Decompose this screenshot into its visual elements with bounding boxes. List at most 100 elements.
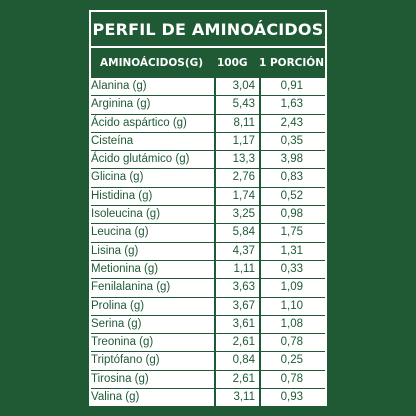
row-value-100g: 3,61 [232, 317, 255, 330]
column-divider [259, 206, 261, 224]
header-aminoacids: AMINOÁCIDOS(G) [100, 57, 204, 69]
column-divider [259, 169, 261, 187]
table-row: Prolina (g) 3,67 1,10 [91, 297, 325, 316]
header-per-100g: 100G [217, 57, 248, 69]
row-value-portion: 0,93 [280, 391, 303, 404]
row-name: Arginina (g) [91, 98, 151, 111]
column-divider [214, 370, 216, 389]
row-value-100g: 1,11 [233, 262, 255, 275]
table-row: Metionina (g) 1,11 0,33 [91, 260, 325, 280]
row-value-100g: 0,84 [232, 354, 255, 367]
row-name: Histidina (g) [91, 189, 153, 202]
table-row: Fenilalanina (g) 3,63 1,09 [91, 279, 325, 298]
column-divider [214, 279, 216, 297]
column-divider [259, 151, 261, 169]
column-divider [259, 297, 261, 315]
row-value-100g: 3,04 [232, 80, 255, 92]
column-divider [259, 187, 261, 206]
row-value-100g: 3,63 [232, 281, 255, 294]
column-divider [259, 334, 261, 352]
row-value-portion: 0,35 [280, 134, 303, 147]
row-name: Glicina (g) [91, 171, 144, 184]
table-row: Valina (g) 3,11 0,93 [91, 389, 325, 408]
row-value-portion: 1,75 [280, 226, 303, 239]
row-value-100g: 2,76 [232, 171, 255, 184]
row-name: Tirosina (g) [91, 372, 149, 385]
column-divider [214, 114, 216, 132]
row-name: Prolina (g) [91, 299, 145, 312]
column-divider [259, 78, 261, 96]
column-divider [214, 224, 216, 242]
column-divider [259, 242, 261, 260]
row-value-portion: 0,91 [280, 80, 303, 92]
table-row: Leucina (g) 5,84 1,75 [91, 224, 325, 243]
row-value-100g: 5,84 [232, 226, 255, 239]
row-name: Alanina (g) [91, 80, 147, 92]
row-name: Serina (g) [91, 317, 142, 330]
column-divider [214, 78, 216, 96]
row-value-100g: 1,74 [232, 189, 255, 202]
row-value-100g: 3,11 [233, 391, 255, 404]
row-value-100g: 13,3 [232, 153, 255, 166]
table-row: Tirosina (g) 2,61 0,78 [91, 370, 325, 390]
table-row: Alanina (g) 3,04 0,91 [91, 78, 325, 97]
table-row: Ácido aspártico (g) 8,11 2,43 [91, 114, 325, 133]
column-divider [259, 315, 261, 334]
row-value-100g: 2,61 [232, 336, 255, 349]
row-name: Valina (g) [91, 391, 140, 404]
row-value-portion: 0,98 [280, 208, 303, 221]
row-name: Leucina (g) [91, 226, 149, 239]
row-value-portion: 0,83 [280, 171, 303, 184]
row-name: Ácido aspártico (g) [91, 116, 187, 129]
row-name: Cisteína [91, 134, 134, 147]
column-divider [259, 114, 261, 132]
table-row: Ácido glutámico (g) 13,3 3,98 [91, 151, 325, 170]
column-divider [214, 187, 216, 206]
row-value-portion: 0,52 [280, 189, 303, 202]
row-value-portion: 1,31 [280, 244, 303, 257]
column-divider [259, 96, 261, 114]
row-value-100g: 8,11 [233, 116, 255, 129]
row-value-100g: 4,37 [232, 244, 255, 257]
table-row: Cisteína 1,17 0,35 [91, 132, 325, 152]
row-name: Ácido glutámico (g) [91, 153, 190, 166]
table-row: Triptófano (g) 0,84 0,25 [91, 352, 325, 371]
row-name: Metionina (g) [91, 262, 159, 275]
row-value-portion: 0,25 [280, 354, 303, 367]
table-row: Arginina (g) 5,43 1,63 [91, 96, 325, 115]
column-divider [214, 315, 216, 334]
column-divider [259, 132, 261, 151]
row-name: Treonina (g) [91, 336, 154, 349]
row-name: Isoleucina (g) [91, 208, 161, 221]
table-row: Serina (g) 3,61 1,08 [91, 315, 325, 335]
table-row: Histidina (g) 1,74 0,52 [91, 187, 325, 207]
column-divider [214, 260, 216, 279]
row-value-portion: 0,33 [280, 262, 303, 275]
column-divider [214, 96, 216, 114]
row-value-portion: 0,78 [280, 372, 303, 385]
row-value-100g: 3,67 [232, 299, 255, 312]
header-per-portion: 1 PORCIÓN [259, 57, 324, 69]
table-row: Lisina (g) 4,37 1,31 [91, 242, 325, 261]
amino-acid-table: Alanina (g) 3,04 0,91 Arginina (g) 5,43 1,63 Á… [91, 78, 325, 408]
amino-acid-card: PERFIL DE AMINOÁCIDOS AMINOÁCIDOS(G) 100… [89, 10, 327, 408]
column-divider [214, 389, 216, 407]
card-title: PERFIL DE AMINOÁCIDOS [92, 19, 324, 39]
column-divider [214, 297, 216, 315]
row-value-portion: 1,10 [280, 299, 303, 312]
row-value-100g: 1,17 [232, 134, 255, 147]
column-divider [259, 352, 261, 370]
table-header: AMINOÁCIDOS(G) 100G 1 PORCIÓN [91, 46, 325, 80]
column-divider [214, 242, 216, 260]
column-divider [214, 352, 216, 370]
column-divider [259, 224, 261, 242]
table-row: Isoleucina (g) 3,25 0,98 [91, 206, 325, 225]
row-value-100g: 5,43 [232, 98, 255, 111]
row-value-100g: 3,25 [232, 208, 255, 221]
row-name: Fenilalanina (g) [91, 281, 171, 294]
row-value-portion: 3,98 [280, 153, 303, 166]
column-divider [259, 370, 261, 389]
row-name: Lisina (g) [91, 244, 139, 257]
column-divider [214, 151, 216, 169]
column-divider [259, 260, 261, 279]
